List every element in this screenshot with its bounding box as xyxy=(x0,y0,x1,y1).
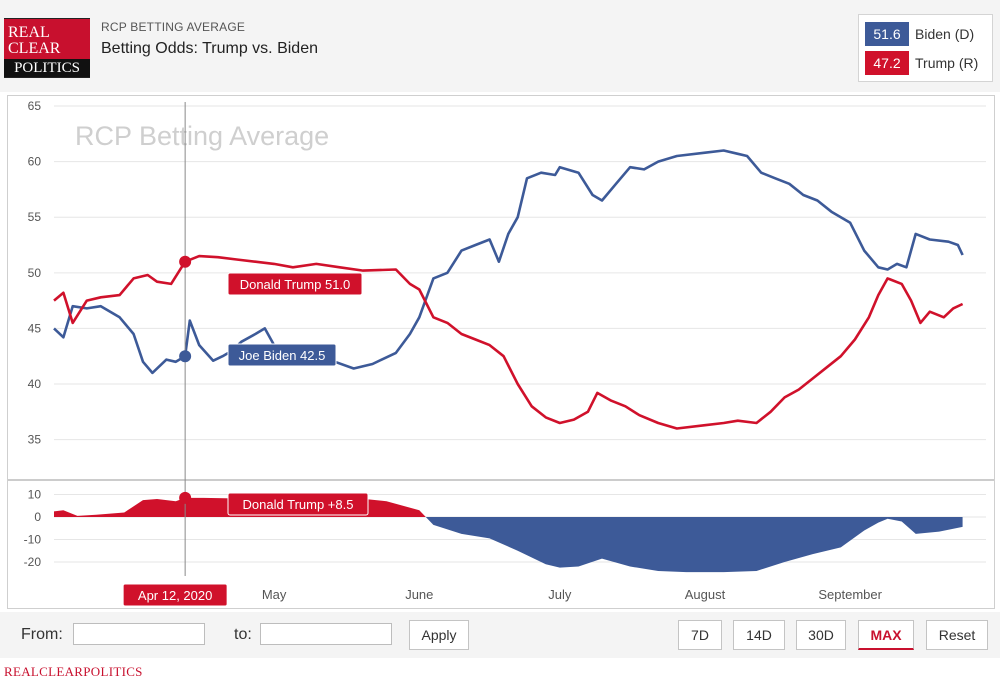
chart-header: REAL CLEAR POLITICS RCP BETTING AVERAGE … xyxy=(0,0,1000,92)
hover-tooltip-spread-box xyxy=(227,492,369,516)
legend: 51.6 Biden (D) 47.2 Trump (R) xyxy=(858,14,993,82)
hover-marker-spread xyxy=(179,491,192,504)
range-max-button[interactable]: MAX xyxy=(858,620,914,650)
main-y-tick-label: 40 xyxy=(28,377,42,391)
chart-svg[interactable]: 35 40 45 50 55 60 65 RCP Betting Average -20 -10 0… xyxy=(8,96,994,608)
hover-date-label: Apr 12, 2020 xyxy=(138,588,212,603)
spread-y-tick-label: -10 xyxy=(24,533,42,547)
rcp-logo[interactable]: REAL CLEAR POLITICS xyxy=(4,18,90,78)
from-label: From: xyxy=(21,626,63,643)
spread-y-tick-label: 0 xyxy=(34,510,41,524)
spread-y-tick-label: -20 xyxy=(24,555,42,569)
hover-tooltip-spread: Donald Trump +8.5 xyxy=(243,497,354,512)
main-y-tick-label: 60 xyxy=(28,155,42,169)
legend-trump[interactable]: 47.2 Trump (R) xyxy=(865,51,978,75)
spread-y-tick-label: 10 xyxy=(28,488,42,502)
footer-brand[interactable]: REALCLEARPOLITICS xyxy=(4,664,143,679)
logo-word-politics: POLITICS xyxy=(4,59,90,77)
to-label: to: xyxy=(234,626,252,643)
main-y-tick-label: 65 xyxy=(28,99,42,113)
x-tick-label: August xyxy=(685,587,726,602)
hover-tooltip-trump-box xyxy=(227,272,363,296)
series-line-trump xyxy=(53,254,964,430)
spread-area-biden xyxy=(54,517,963,573)
x-tick-label: July xyxy=(548,587,572,602)
chart-kicker: RCP BETTING AVERAGE xyxy=(101,20,246,34)
chart-title: Betting Odds: Trump vs. Biden xyxy=(101,40,318,57)
range-30d-button[interactable]: 30D xyxy=(796,620,846,650)
hover-date-label-box xyxy=(122,583,228,607)
range-7d-button[interactable]: 7D xyxy=(678,620,722,650)
x-tick-label: June xyxy=(405,587,433,602)
from-date-input[interactable] xyxy=(73,623,205,645)
series-line-biden xyxy=(53,149,964,375)
x-tick-label: September xyxy=(818,587,882,602)
logo-word-real: REAL xyxy=(8,24,50,41)
x-tick-label: May xyxy=(262,587,287,602)
legend-trump-value: 47.2 xyxy=(865,51,909,75)
logo-word-clear: CLEAR xyxy=(8,40,61,57)
legend-trump-name: Trump (R) xyxy=(915,55,979,71)
main-y-tick-label: 55 xyxy=(28,210,42,224)
main-y-tick-label: 35 xyxy=(28,433,42,447)
to-date-input[interactable] xyxy=(260,623,392,645)
apply-button[interactable]: Apply xyxy=(409,620,469,650)
hover-marker-trump xyxy=(179,255,192,268)
hover-marker-biden xyxy=(179,350,192,363)
main-y-tick-label: 50 xyxy=(28,266,42,280)
legend-biden-value: 51.6 xyxy=(865,22,909,46)
range-14d-button[interactable]: 14D xyxy=(733,620,785,650)
chart-watermark: RCP Betting Average xyxy=(75,121,329,151)
legend-biden[interactable]: 51.6 Biden (D) xyxy=(865,22,974,46)
hover-tooltip-trump: Donald Trump 51.0 xyxy=(240,277,351,292)
legend-biden-name: Biden (D) xyxy=(915,26,975,42)
chart-area[interactable]: 35 40 45 50 55 60 65 RCP Betting Average -20 -10 0… xyxy=(7,95,995,609)
hover-tooltip-biden: Joe Biden 42.5 xyxy=(239,348,326,363)
hover-tooltip-biden-box xyxy=(227,343,337,367)
range-controls: From: to: Apply 7D 14D 30D MAX Reset xyxy=(0,612,1000,658)
main-y-tick-label: 45 xyxy=(28,321,42,335)
reset-button[interactable]: Reset xyxy=(926,620,988,650)
